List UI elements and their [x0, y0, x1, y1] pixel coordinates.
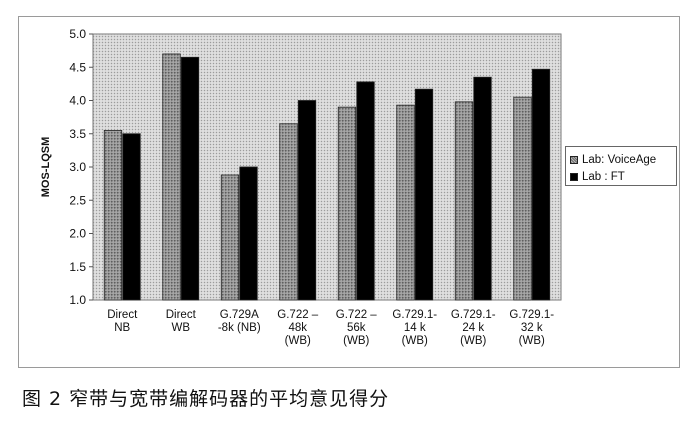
bar-ft — [414, 88, 434, 301]
x-tick-label-line: G.722 – — [277, 309, 319, 321]
x-tick-label-line: (WB) — [460, 335, 486, 347]
figure-caption: 图 2 窄带与宽带编解码器的平均意见得分 — [22, 388, 390, 410]
bar-voiceage — [103, 130, 123, 301]
legend-label-ft: Lab : FT — [582, 170, 625, 183]
legend-swatch-ft — [570, 172, 578, 181]
bar-voiceage — [396, 104, 415, 301]
y-tick-label: 1.0 — [69, 293, 86, 307]
y-tick-label: 5.0 — [69, 27, 86, 41]
bar-ft — [122, 133, 141, 301]
x-tick-label-line: G.729A — [220, 309, 259, 321]
x-tick-label: G.729.1-24 k (WB) — [451, 309, 496, 347]
bar-voiceage — [162, 53, 181, 301]
x-tick-label-line: NB — [114, 322, 130, 334]
legend: Lab: VoiceAge Lab : FT — [565, 146, 677, 186]
chart-frame — [18, 16, 680, 368]
y-axis: 1.0 1.5 2.0 2.5 3.0 3.5 4.0 4.5 5.0 — [69, 27, 93, 307]
bar-voiceage — [337, 106, 357, 301]
y-tick-label: 2.5 — [69, 193, 86, 207]
x-tick-label-line: 32 k — [521, 322, 543, 334]
y-tick-label: 2.0 — [69, 227, 86, 241]
x-tick-label-line: G.722 – — [336, 309, 378, 321]
x-tick-label: Direct WB — [166, 309, 197, 334]
x-tick-label-line: (WB) — [519, 335, 545, 347]
bar-ft — [531, 68, 551, 301]
x-tick-label-line: WB — [171, 322, 190, 334]
x-tick-label: G.729.1-14 k (WB) — [392, 309, 437, 347]
bar-ft — [356, 81, 375, 301]
x-tick-label-line: G.729.1- — [509, 309, 554, 321]
legend-item-ft: Lab : FT — [570, 168, 676, 185]
x-tick-label-line: (WB) — [402, 335, 428, 347]
bar-voiceage — [513, 96, 532, 301]
x-tick-label-line: -8k (NB) — [218, 322, 261, 334]
y-tick-label: 1.5 — [69, 260, 86, 274]
x-tick-label-line: G.729.1- — [451, 309, 496, 321]
bar-voiceage — [454, 101, 474, 301]
x-tick-label-line: 48k — [288, 322, 307, 334]
x-tick-label-line: 14 k — [404, 322, 426, 334]
legend-label-voiceage: Lab: VoiceAge — [582, 153, 657, 166]
y-axis-label: MOS-LQSM — [40, 137, 52, 198]
bar-voiceage — [220, 174, 240, 301]
y-tick-label: 3.5 — [69, 127, 86, 141]
x-tick-label-line: Direct — [107, 309, 138, 321]
x-tick-label-line: (WB) — [285, 335, 311, 347]
bars — [103, 53, 551, 301]
x-tick-label: G.729A -8k (NB) — [218, 309, 261, 334]
x-tick-label: G.722 –48k (WB) — [277, 309, 319, 347]
y-tick-label: 3.0 — [69, 160, 86, 174]
y-tick-label: 4.0 — [69, 94, 86, 108]
x-tick-label-line: (WB) — [343, 335, 369, 347]
legend-swatch-voiceage — [570, 155, 578, 164]
bar-ft — [180, 56, 200, 301]
x-tick-label: Direct NB — [107, 309, 138, 334]
bar-ft — [473, 76, 492, 301]
x-tick-label: G.729.1-32 k (WB) — [509, 309, 554, 347]
bar-chart: 1.01.52.02.53.03.54.04.55.0 Direct NBDire… — [40, 27, 562, 347]
bar-ft — [297, 100, 317, 301]
x-tick-label-line: 56k — [347, 322, 366, 334]
x-tick-label-line: G.729.1- — [392, 309, 437, 321]
x-tick-label: G.722 –56k (WB) — [336, 309, 378, 347]
x-tick-label-line: Direct — [166, 309, 197, 321]
bar-ft — [239, 166, 258, 301]
legend-item-voiceage: Lab: VoiceAge — [570, 151, 676, 168]
x-tick-label-line: 24 k — [462, 322, 484, 334]
bar-voiceage — [279, 123, 298, 301]
y-tick-label: 4.5 — [69, 60, 86, 74]
